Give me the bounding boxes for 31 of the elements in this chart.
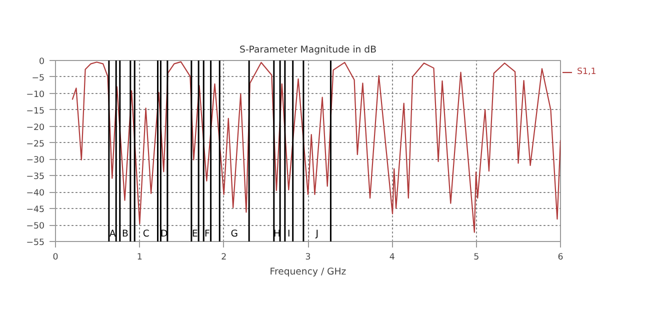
y-tick-label: −55	[26, 238, 45, 248]
x-tick-label: 5	[474, 252, 480, 262]
y-tick-label: −5	[32, 73, 45, 84]
x-tick-label: 4	[389, 252, 396, 262]
y-tick-label: −50	[26, 222, 45, 232]
y-tick-label: −10	[26, 90, 45, 100]
y-tick-label: −45	[26, 205, 45, 216]
x-axis-title: Frequency / GHz	[270, 266, 346, 278]
annotation: C	[142, 228, 150, 240]
annotation: J	[314, 228, 318, 240]
x-tick-label: 3	[305, 252, 311, 262]
y-tick-label: −35	[26, 172, 45, 182]
annotation: G	[230, 228, 238, 240]
y-tick-label: −25	[26, 139, 45, 150]
x-tick-label: 1	[136, 252, 142, 262]
annotation: F	[204, 228, 210, 240]
annotation: B	[122, 228, 128, 240]
y-tick-label: −20	[26, 122, 45, 133]
annotation: A	[109, 228, 116, 240]
x-tick-label: 2	[221, 252, 227, 262]
legend-label: S1,1	[577, 67, 597, 77]
annotation: H	[273, 228, 280, 240]
x-tick-label: 0	[52, 252, 58, 262]
annotation: I	[288, 228, 290, 240]
y-tick-label: −30	[26, 156, 45, 166]
annotation: E	[192, 228, 198, 240]
x-tick-label: 6	[558, 252, 564, 262]
y-tick-label: −15	[26, 106, 45, 116]
y-tick-label: −40	[26, 188, 45, 199]
y-tick-label: 0	[38, 57, 45, 67]
chart-title: S-Parameter Magnitude in dB	[240, 44, 376, 56]
